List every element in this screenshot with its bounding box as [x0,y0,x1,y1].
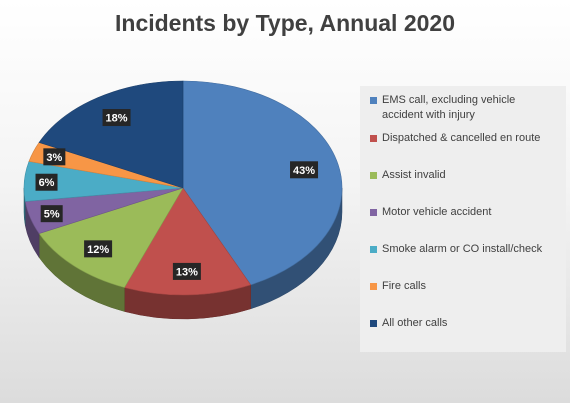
data-label-5: 6% [39,177,55,189]
legend-item: Motor vehicle accident [370,205,558,220]
legend-swatch [370,135,377,142]
legend-label: Fire calls [382,280,427,292]
legend-label: Dispatched & cancelled en route [382,132,541,144]
data-label-bg-6 [43,148,66,166]
legend-item: Smoke alarm or CO install/check [370,242,558,257]
data-label-bg-7 [102,109,131,127]
data-label-7: 18% [106,113,128,125]
legend-item: Dispatched & cancelled en route [370,131,558,146]
data-label-1: 43% [293,165,315,177]
pie-side-walls [23,187,343,320]
legend-swatch [370,172,377,179]
data-label-bg-3 [84,240,113,258]
chart-title: Incidents by Type, Annual 2020 [115,10,455,36]
data-label-bg-2 [172,262,201,280]
legend: EMS call, excluding vehicle accident wit… [360,86,566,352]
legend-swatch [370,246,377,253]
legend-item: Assist invalid [370,168,558,183]
legend-swatch [370,209,377,216]
pie-slice-7 [38,80,184,189]
pie-slice-3 [38,187,184,288]
legend-label: Assist invalid [382,169,446,181]
legend-item: Fire calls [370,279,558,294]
data-label-2: 13% [176,266,198,278]
legend-label: Smoke alarm or CO install/check [382,243,543,255]
legend-item: EMS call, excluding vehicle accident wit… [370,93,558,123]
pie-slice-1 [182,80,343,286]
legend-label: EMS call, excluding vehicle accident wit… [382,94,516,121]
pie-slice-2 [124,187,252,296]
legend-swatch [370,97,377,104]
legend-label: Motor vehicle accident [382,206,492,218]
legend-swatch [370,320,377,327]
legend-item: All other calls [370,316,558,331]
data-label-bg-5 [35,173,58,191]
data-label-bg-4 [40,205,63,223]
legend-label: All other calls [382,317,448,329]
data-labels: 43% 13% 12% 5% 6% 3% 18% [35,109,319,280]
data-label-3: 12% [87,244,109,256]
legend-swatch [370,283,377,290]
data-label-6: 3% [46,152,62,164]
data-label-bg-1 [290,161,319,179]
pie-slices [23,80,343,296]
data-label-4: 5% [44,209,60,221]
